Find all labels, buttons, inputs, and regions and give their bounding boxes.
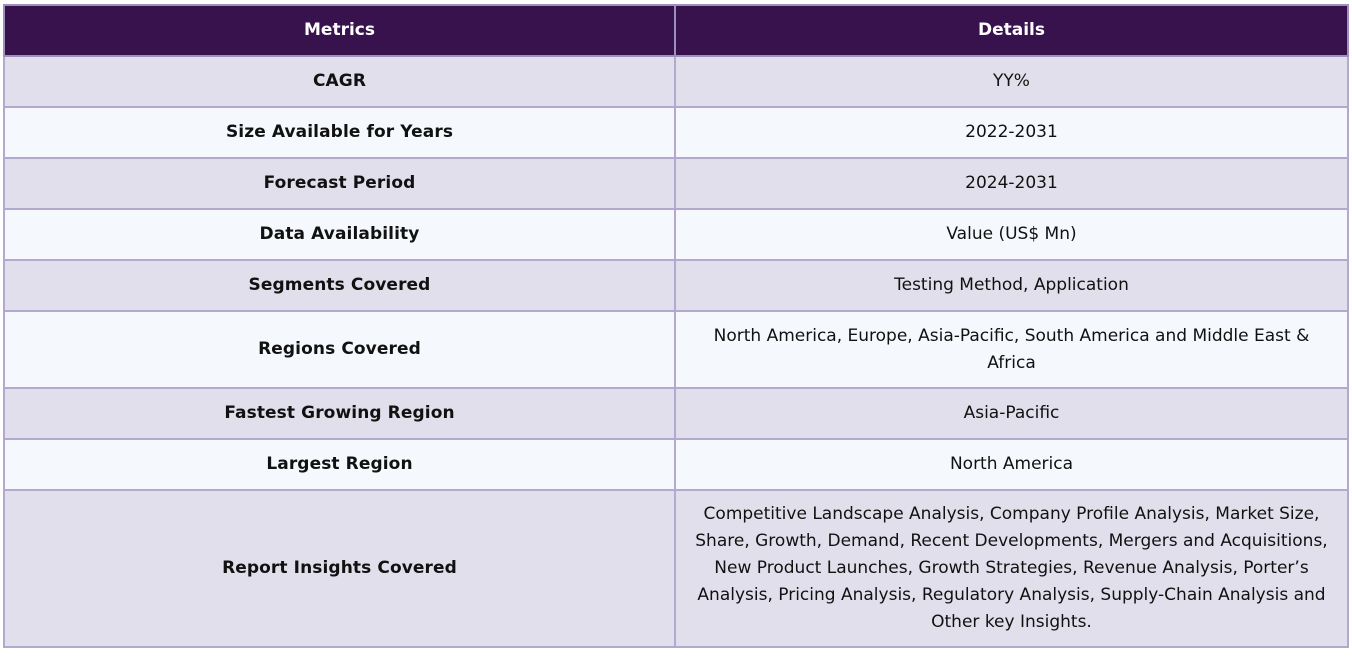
- metric-cell: Largest Region: [3, 438, 676, 491]
- detail-cell: North America, Europe, Asia-Pacific, Sou…: [674, 310, 1349, 389]
- metric-cell: Data Availability: [3, 208, 676, 261]
- metric-cell: Regions Covered: [3, 310, 676, 389]
- detail-cell: North America: [674, 438, 1349, 491]
- metric-cell: Segments Covered: [3, 259, 676, 312]
- detail-cell: Testing Method, Application: [674, 259, 1349, 312]
- metric-cell: CAGR: [3, 55, 676, 108]
- detail-cell: Asia-Pacific: [674, 387, 1349, 440]
- table-row: Largest Region North America: [3, 438, 1349, 491]
- metric-cell: Report Insights Covered: [3, 489, 676, 648]
- table-row: Regions Covered North America, Europe, A…: [3, 310, 1349, 389]
- header-details: Details: [674, 4, 1349, 57]
- detail-cell: Competitive Landscape Analysis, Company …: [674, 489, 1349, 648]
- metric-cell: Forecast Period: [3, 157, 676, 210]
- table-row: Report Insights Covered Competitive Land…: [3, 489, 1349, 648]
- table-row: Forecast Period 2024-2031: [3, 157, 1349, 210]
- table-header-row: Metrics Details: [3, 4, 1349, 57]
- metric-cell: Fastest Growing Region: [3, 387, 676, 440]
- detail-cell: 2022-2031: [674, 106, 1349, 159]
- detail-cell: Value (US$ Mn): [674, 208, 1349, 261]
- detail-cell: 2024-2031: [674, 157, 1349, 210]
- table-row: CAGR YY%: [3, 55, 1349, 108]
- table-row: Segments Covered Testing Method, Applica…: [3, 259, 1349, 312]
- detail-cell: YY%: [674, 55, 1349, 108]
- table-row: Data Availability Value (US$ Mn): [3, 208, 1349, 261]
- table-row: Size Available for Years 2022-2031: [3, 106, 1349, 159]
- header-metrics: Metrics: [3, 4, 676, 57]
- table-row: Fastest Growing Region Asia-Pacific: [3, 387, 1349, 440]
- metric-cell: Size Available for Years: [3, 106, 676, 159]
- report-metrics-table: Metrics Details CAGR YY% Size Available …: [3, 4, 1349, 648]
